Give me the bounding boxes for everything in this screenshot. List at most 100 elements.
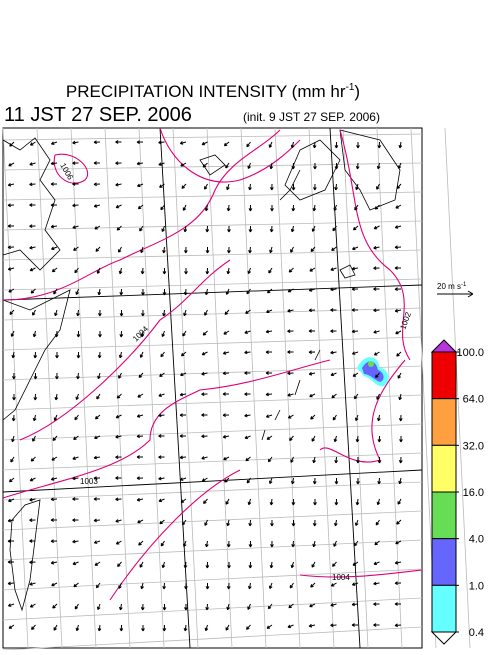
wind-arrow	[246, 288, 251, 295]
wind-arrow	[136, 434, 144, 439]
wind-arrow	[291, 184, 296, 191]
wind-arrow	[248, 540, 253, 548]
wind-arrow	[158, 393, 165, 397]
wind-arrow	[93, 140, 101, 145]
wind-arrow	[179, 413, 187, 417]
wind-arrow	[158, 140, 165, 145]
wind-arrow	[119, 624, 124, 632]
wind-arrow	[181, 183, 187, 189]
wind-arrow	[9, 141, 15, 147]
wind-arrow	[204, 624, 209, 632]
wind-arrow	[139, 561, 144, 568]
wind-arrow	[54, 330, 59, 338]
wind-arrow	[308, 371, 316, 376]
wind-arrow	[287, 371, 294, 376]
wind-arrow	[223, 456, 230, 461]
wind-arrow	[180, 162, 187, 167]
wind-arrow	[72, 497, 79, 501]
wind-arrow	[205, 582, 210, 590]
wind-arrow	[394, 560, 402, 565]
title: PRECIPITATION INTENSITY (mm hr-1)	[66, 82, 360, 101]
wind-arrow	[289, 582, 294, 589]
wind-arrow	[356, 477, 360, 485]
wind-arrow	[115, 204, 122, 209]
wind-arrow	[202, 162, 208, 168]
wind-arrow	[355, 498, 360, 506]
wind-arrow	[141, 309, 145, 317]
wind-arrow	[248, 519, 253, 527]
wind-arrow	[116, 393, 122, 399]
wind-arrow	[205, 247, 210, 254]
wind-arrow	[119, 310, 124, 317]
wind-arrow	[12, 393, 16, 401]
wind-arrow	[398, 477, 402, 485]
wind-arrow	[290, 456, 294, 463]
wind-arrow	[265, 329, 273, 334]
wind-arrow	[247, 267, 252, 275]
wind-arrow	[373, 266, 380, 271]
wind-arrow	[136, 140, 144, 144]
wind-arrow	[29, 141, 36, 146]
colorbar-over	[430, 339, 458, 353]
wind-arrow	[8, 624, 15, 629]
wind-arrow	[398, 393, 402, 401]
colorbar-segment	[431, 491, 457, 540]
title-exponent: -1	[346, 82, 355, 93]
wind-arrow	[351, 623, 359, 627]
wind-arrow	[33, 372, 38, 380]
wind-arrow	[331, 246, 337, 251]
grid-line	[2, 133, 423, 141]
wind-arrow	[51, 456, 58, 461]
wind-arrow	[376, 162, 381, 170]
wind-arrow	[355, 162, 360, 170]
wind-arrow	[377, 456, 382, 464]
wind-arrow	[313, 183, 317, 191]
wind-arrow	[158, 162, 165, 166]
wind-arrow	[159, 183, 165, 188]
wind-arrow	[50, 141, 58, 145]
wind-arrow	[29, 518, 36, 523]
wind-arrow	[290, 141, 295, 149]
wind-arrow	[226, 582, 231, 590]
grid-line	[2, 249, 423, 261]
wind-arrow	[160, 351, 165, 358]
wind-arrow	[32, 330, 37, 338]
wind-arrow	[394, 245, 402, 250]
wind-arrow	[159, 372, 165, 377]
wind-arrow	[201, 392, 208, 397]
wind-arrow	[269, 246, 273, 254]
wind-arrow	[334, 456, 339, 464]
wind-arrow	[118, 246, 122, 253]
wind-arrow	[308, 308, 316, 313]
wind-arrow	[222, 351, 230, 355]
isobars	[2, 127, 423, 601]
colorbar-segment	[431, 444, 457, 493]
wind-arrow	[11, 435, 15, 443]
wind-arrow	[183, 309, 187, 317]
wind-arrow	[184, 603, 188, 611]
wind-arrow	[180, 372, 187, 377]
wind-arrow	[397, 498, 402, 505]
wind-arrow	[394, 287, 402, 292]
wind-arrow	[74, 603, 79, 610]
wind-arrow	[115, 497, 122, 502]
wind-arrow	[265, 371, 273, 375]
wind-arrow	[205, 603, 210, 611]
wind-arrow	[334, 477, 339, 485]
wind-arrow	[270, 204, 274, 212]
grid-line	[2, 568, 423, 591]
grid-line	[138, 127, 165, 649]
wind-arrow	[184, 267, 188, 275]
wind-arrow	[226, 519, 230, 527]
wind-arrow	[183, 561, 188, 569]
wind-arrow	[116, 225, 122, 231]
wind-arrow	[161, 330, 166, 338]
wind-arrow	[352, 246, 359, 251]
wind-arrow	[202, 330, 208, 336]
wind-arrow	[29, 162, 36, 166]
colorbar-label: 0.4	[469, 627, 484, 639]
wind-arrow	[136, 476, 144, 481]
wind-arrow	[115, 140, 122, 144]
wind-arrow	[266, 624, 273, 629]
